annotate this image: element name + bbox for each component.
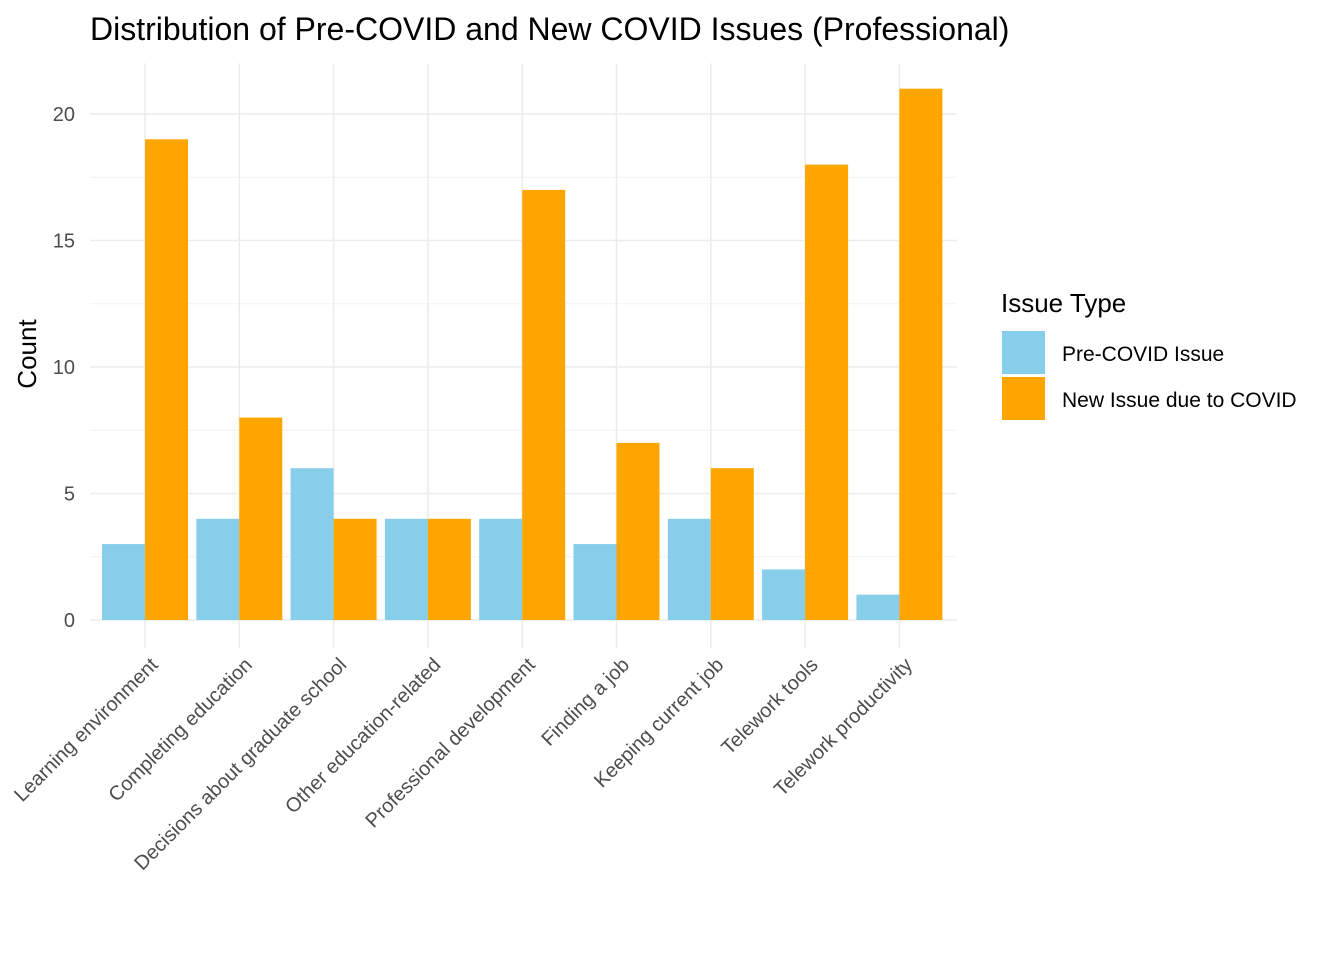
legend: Issue Type Pre-COVID Issue New Issue due … [1001, 288, 1297, 420]
legend-key [1002, 331, 1045, 374]
bar-new-covid [522, 189, 566, 620]
bar-pre-covid [102, 544, 145, 620]
x-tick-label: Decisions about graduate school [130, 654, 351, 875]
bar-new-covid [710, 468, 754, 620]
bar-pre-covid [573, 544, 617, 620]
bar-new-covid [333, 518, 377, 620]
legend-label: Pre-COVID Issue [1062, 343, 1224, 366]
x-tick-label: Finding a job [537, 654, 634, 751]
legend-key [1002, 377, 1045, 420]
bar-pre-covid [762, 569, 806, 620]
y-tick-label: 0 [64, 610, 75, 632]
bar-new-covid [616, 442, 660, 620]
bar-new-covid [145, 139, 188, 621]
bar-pre-covid [290, 468, 334, 620]
y-tick-label: 15 [53, 231, 75, 253]
x-tick-label: Professional development [361, 654, 540, 833]
y-tick-label: 5 [64, 484, 75, 506]
legend-items: Pre-COVID Issue New Issue due to COVID [1002, 331, 1297, 420]
bar-pre-covid [479, 518, 523, 620]
legend-label: New Issue due to COVID [1062, 389, 1297, 412]
bar-new-covid [427, 518, 471, 620]
bars [102, 88, 943, 621]
bar-pre-covid [196, 518, 240, 620]
bar-pre-covid [384, 518, 428, 620]
bar-pre-covid [856, 594, 900, 620]
y-tick-label: 20 [53, 104, 75, 126]
y-axis-label: Count [12, 319, 42, 389]
x-tick-label: Other education-related [281, 654, 445, 818]
x-tick-label: Telework tools [717, 654, 822, 759]
bar-new-covid [899, 88, 943, 620]
y-tick-labels: 0 5 10 15 20 [53, 104, 75, 632]
bar-new-covid [239, 417, 283, 620]
y-tick-label: 10 [53, 357, 75, 379]
bar-new-covid [805, 164, 849, 620]
chart-title: Distribution of Pre-COVID and New COVID … [90, 11, 1009, 47]
legend-title: Issue Type [1001, 288, 1126, 318]
bar-pre-covid [667, 518, 711, 620]
